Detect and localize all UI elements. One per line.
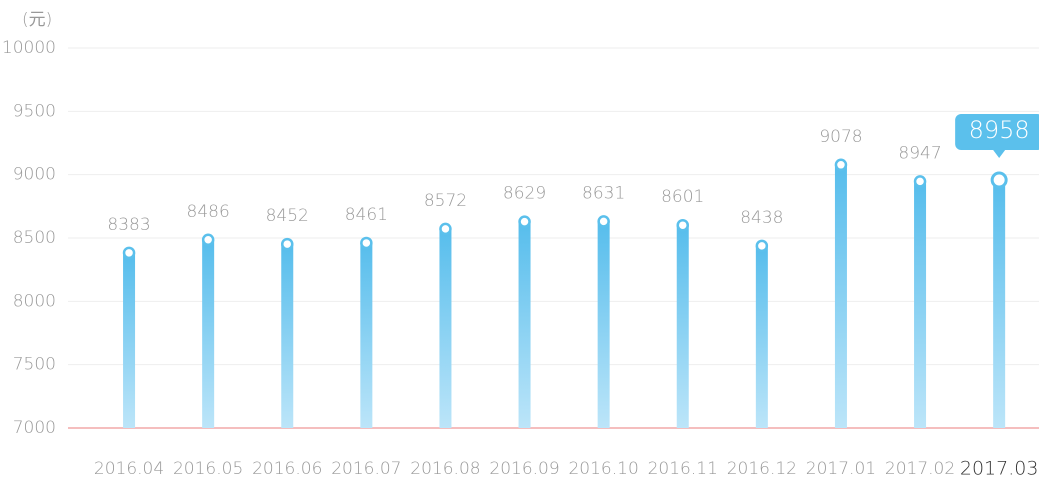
x-tick-label: 2016.10 (568, 459, 638, 479)
y-tick-label: 8000 (13, 291, 56, 311)
bar (123, 252, 136, 428)
x-tick-label: 2017.03 (960, 458, 1039, 480)
bar-cap (597, 215, 610, 228)
value-label: 8947 (898, 143, 941, 163)
bar-cap (990, 171, 1008, 189)
value-label: 8629 (503, 184, 546, 204)
value-bubble (955, 113, 1039, 158)
bar-cap (834, 158, 848, 172)
y-tick-label: 7000 (13, 418, 56, 438)
bar (518, 221, 531, 428)
bar (439, 228, 452, 428)
value-label: 8461 (345, 205, 388, 225)
x-tick-label: 2017.01 (806, 459, 876, 479)
y-tick-label: 10000 (2, 38, 56, 58)
x-tick-label: 2017.02 (885, 459, 955, 479)
bar (676, 225, 689, 428)
x-tick-label: 2016.04 (94, 459, 164, 479)
value-label: 8572 (424, 191, 467, 211)
y-tick-label: 9500 (13, 101, 56, 121)
value-label: 8452 (266, 206, 309, 226)
value-label: 9078 (819, 127, 862, 147)
x-tick-label: 2016.11 (648, 459, 718, 479)
bar-cap (755, 239, 769, 253)
x-tick-label: 2016.08 (410, 459, 480, 479)
x-tick-label: 2016.09 (489, 459, 559, 479)
bar-cap (281, 237, 294, 251)
bar-cap (122, 246, 136, 260)
bar-cap (913, 175, 927, 188)
value-label: 8631 (582, 183, 625, 203)
y-tick-label: 9000 (13, 165, 56, 185)
bar-cap (439, 222, 452, 236)
bar (914, 181, 927, 428)
bar-cap (518, 215, 531, 228)
x-tick-label: 2016.06 (252, 459, 322, 479)
bar (360, 242, 373, 428)
bar (281, 244, 294, 428)
y-unit: (元) (22, 10, 52, 30)
bar (202, 239, 215, 428)
y-tick-label: 8500 (13, 228, 56, 248)
value-label: 8383 (107, 215, 150, 235)
bar-cap (201, 233, 215, 247)
value-label: 8958 (969, 116, 1030, 144)
value-label: 8601 (661, 187, 704, 207)
x-tick-label: 2016.07 (331, 459, 401, 479)
value-label: 8486 (187, 202, 230, 222)
value-label: 8438 (740, 208, 783, 228)
bar-cap (676, 218, 689, 232)
bar (597, 221, 610, 428)
bar-cap (360, 236, 373, 250)
x-tick-label: 2016.05 (173, 459, 243, 479)
bar (993, 179, 1006, 428)
y-tick-label: 7500 (13, 355, 56, 375)
x-tick-label: 2016.12 (727, 459, 797, 479)
bar (755, 245, 768, 428)
bar (834, 164, 847, 428)
